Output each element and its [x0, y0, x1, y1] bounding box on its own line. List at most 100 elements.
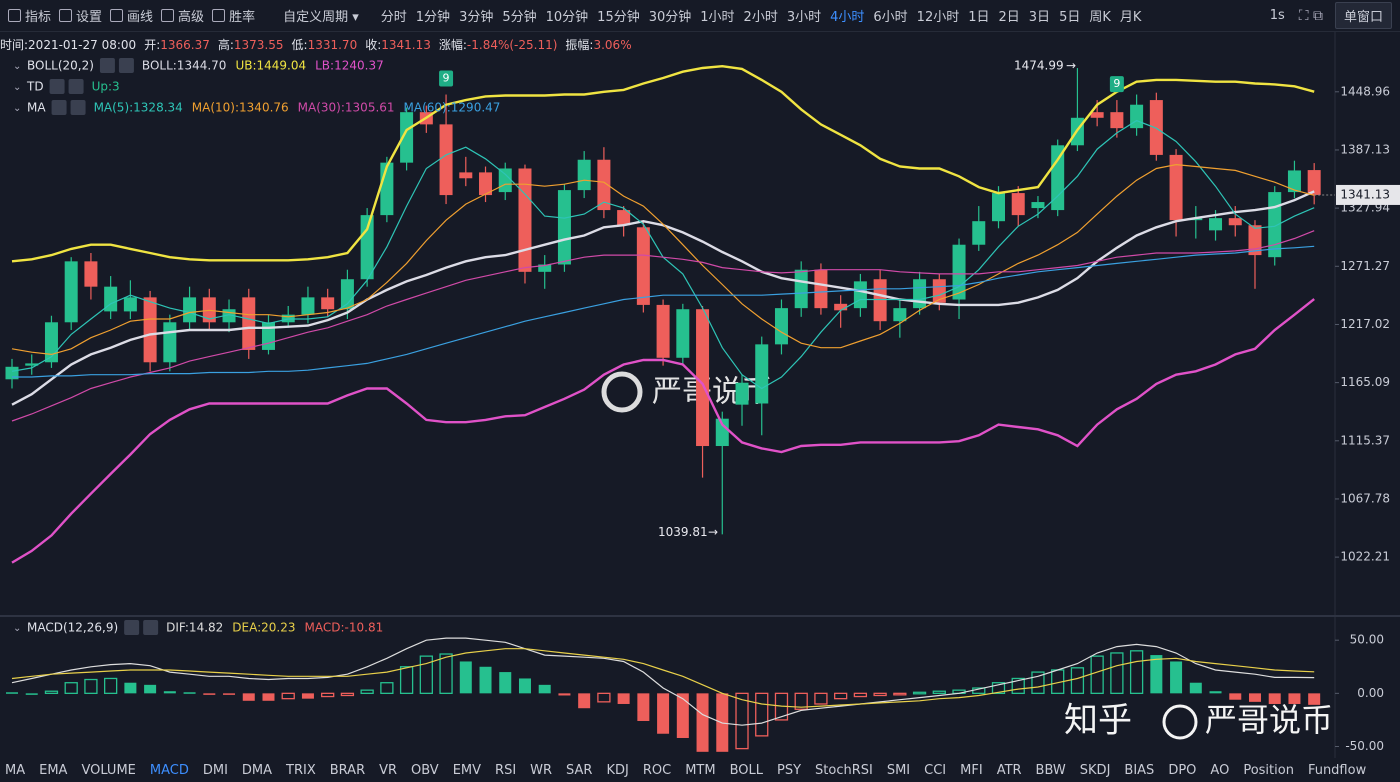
period[interactable]: 15分钟 — [597, 10, 640, 25]
indicator-tab[interactable]: EMA — [39, 762, 68, 778]
candle-body — [735, 382, 749, 405]
indicator-tab[interactable]: MACD — [149, 762, 189, 778]
tool-icon[interactable] — [8, 9, 21, 22]
macd-bar — [479, 666, 492, 694]
tool[interactable]: 设置 — [59, 6, 102, 25]
macd-bar — [1070, 667, 1085, 694]
indicator-tab[interactable]: DMI — [202, 762, 228, 778]
indicator-tab[interactable]: VR — [379, 762, 398, 778]
indicator-tab[interactable]: BOLL — [729, 762, 763, 778]
indicator-tab[interactable]: DPO — [1168, 762, 1197, 778]
period[interactable]: 10分钟 — [545, 10, 589, 25]
tool-icon[interactable] — [212, 9, 226, 22]
indicator-tab[interactable]: KDJ — [606, 762, 629, 778]
indicator-tab[interactable]: Position — [1243, 762, 1294, 778]
period[interactable]: 4小时 — [830, 10, 865, 25]
candle-body — [242, 297, 256, 350]
macd-bar — [439, 653, 453, 694]
indicator-tab[interactable]: WR — [530, 762, 553, 778]
period[interactable]: 5日 — [1059, 10, 1081, 25]
close-button — [143, 620, 159, 635]
macd-bar — [814, 692, 828, 705]
indicator-tab[interactable]: MFI — [960, 762, 983, 778]
tool-label[interactable]: 指标 — [25, 10, 52, 25]
indicator-tab[interactable]: SMI — [886, 762, 911, 778]
info-value: 3.06% — [593, 38, 631, 52]
toolbar: 指标 设置 画线 高级 胜率 自定义周期 ▾ 分时 1分钟 3分钟 5分钟 10分钟 15分钟 30… — [0, 0, 1400, 32]
period[interactable]: 6小时 — [873, 10, 908, 25]
period[interactable]: 2日 — [998, 10, 1020, 25]
indicator-tab[interactable]: AO — [1210, 762, 1230, 778]
indicator-tab[interactable]: MTM — [685, 762, 716, 778]
info-item: 收:1341.13 — [365, 38, 431, 52]
period[interactable]: 月K — [1119, 10, 1142, 25]
indicator-tab[interactable]: MA — [5, 762, 26, 778]
period[interactable]: 1小时 — [700, 10, 735, 25]
settings-button — [49, 79, 65, 94]
period[interactable]: 30分钟 — [648, 10, 692, 25]
info-value: 1331.70 — [308, 38, 358, 52]
period[interactable]: 3分钟 — [459, 10, 494, 25]
period[interactable]: 2小时 — [743, 10, 778, 25]
indicator-tab[interactable]: BBW — [1035, 762, 1066, 778]
period[interactable]: 3日 — [1028, 10, 1051, 25]
tool-icon[interactable] — [161, 9, 175, 22]
indicator-tab[interactable]: SKDJ — [1079, 762, 1111, 778]
legend-title: MACD(12,26,9) — [27, 621, 118, 635]
macd-bar — [84, 678, 98, 694]
close-button — [68, 79, 84, 94]
indicator-tab[interactable]: CCI — [924, 762, 947, 778]
settings-button — [99, 58, 115, 73]
macd-bar — [597, 692, 611, 703]
tool-icon[interactable] — [110, 9, 124, 22]
period[interactable]: 1日 — [968, 10, 990, 25]
indicator-tab[interactable]: SAR — [566, 762, 593, 778]
candle-body — [913, 279, 927, 309]
tool[interactable]: 指标 — [8, 6, 51, 25]
indicator-tab[interactable]: RSI — [495, 762, 517, 778]
indicator-tab[interactable]: VOLUME — [81, 762, 136, 778]
tool-label[interactable]: 高级 — [178, 10, 205, 25]
indicator-tab[interactable]: OBV — [411, 762, 439, 778]
indicator-tab[interactable]: TRIX — [286, 762, 316, 778]
last-price-badge — [1336, 184, 1400, 205]
indicator-tab[interactable]: PSY — [776, 762, 802, 778]
indicator-tab[interactable]: DMA — [241, 762, 273, 778]
tool-label[interactable]: 设置 — [76, 10, 103, 25]
period[interactable]: 12小时 — [916, 10, 960, 25]
legend-item: UB:1449.04 — [235, 59, 306, 73]
icons[interactable]: ⛶ ⧉ — [1298, 7, 1323, 24]
indicator-tab[interactable]: Fundflow — [1307, 762, 1367, 778]
tool-icon[interactable] — [59, 9, 73, 22]
tool-label[interactable]: 胜率 — [229, 10, 256, 25]
period[interactable]: 1分钟 — [415, 10, 451, 25]
indicator-tab[interactable]: BIAS — [1124, 762, 1155, 778]
tool-label[interactable]: 画线 — [127, 10, 154, 25]
period[interactable]: 3小时 — [786, 10, 822, 25]
candle-body — [25, 363, 39, 366]
speed[interactable]: 1s — [1269, 8, 1285, 23]
y-tick-label: -50.00 — [1345, 739, 1384, 753]
period[interactable]: 周K — [1089, 10, 1111, 25]
period-menu[interactable]: 自定义周期 ▾ — [283, 10, 359, 25]
info-label: 收: — [365, 38, 381, 52]
candle-body — [557, 190, 571, 265]
info-label: 开: — [144, 38, 160, 52]
period-menu-label[interactable]: 自定义周期 — [283, 10, 349, 25]
indicator-tab[interactable]: EMV — [452, 762, 482, 778]
macd-bar — [1248, 693, 1261, 702]
legend-item: Up:3 — [92, 80, 120, 94]
indicator-tab[interactable]: ATR — [996, 762, 1022, 778]
window-mode[interactable]: 单窗口 — [1334, 2, 1392, 29]
period[interactable]: 5分钟 — [502, 10, 537, 25]
tool[interactable]: 画线 — [110, 6, 153, 25]
indicator-tab[interactable]: StochRSI — [815, 762, 873, 778]
macd-bar — [281, 692, 295, 700]
period[interactable]: 分时 — [380, 10, 407, 25]
tool[interactable]: 高级 — [161, 6, 204, 25]
tool[interactable]: 胜率 — [212, 6, 255, 25]
tool-group: 指标 设置 画线 高级 胜率 — [0, 6, 255, 25]
indicator-tab[interactable]: BRAR — [329, 762, 366, 778]
indicator-tab[interactable]: ROC — [642, 762, 672, 778]
